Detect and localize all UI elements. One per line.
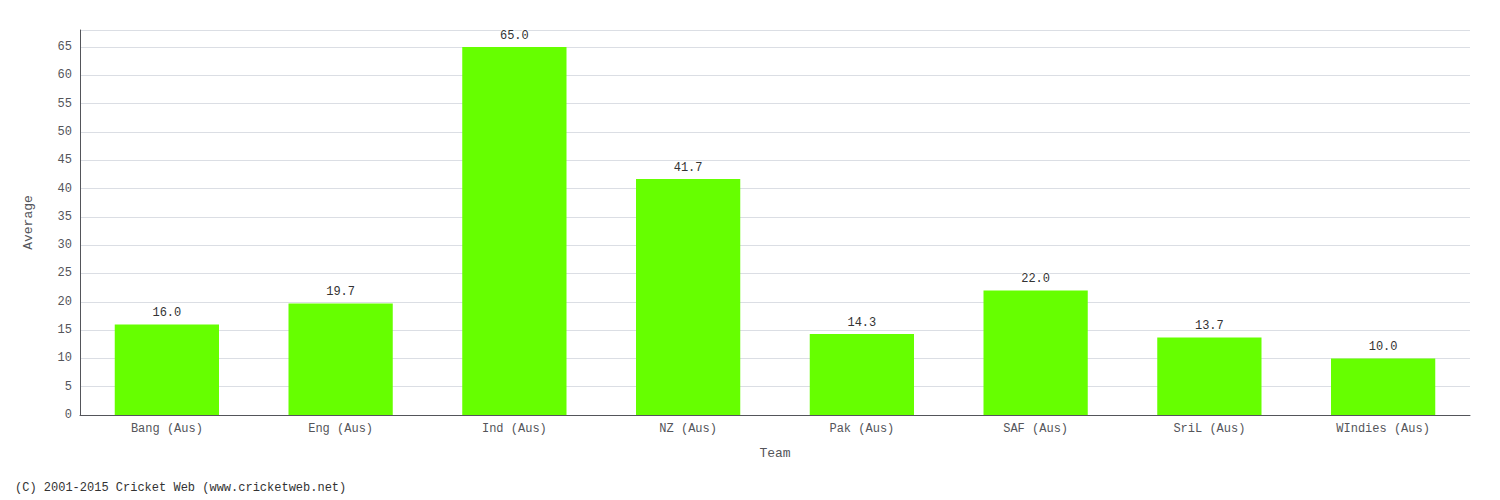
svg-text:50: 50 xyxy=(58,125,72,139)
svg-text:41.7: 41.7 xyxy=(674,161,703,175)
svg-text:10.0: 10.0 xyxy=(1369,340,1398,354)
svg-text:65: 65 xyxy=(58,40,72,54)
svg-text:Ind (Aus): Ind (Aus) xyxy=(482,422,547,436)
svg-text:Average: Average xyxy=(21,195,36,250)
svg-text:(C) 2001-2015 Cricket Web (www: (C) 2001-2015 Cricket Web (www.cricketwe… xyxy=(15,481,346,495)
svg-text:13.7: 13.7 xyxy=(1195,319,1224,333)
svg-text:22.0: 22.0 xyxy=(1021,272,1050,286)
svg-text:45: 45 xyxy=(58,153,72,167)
svg-text:WIndies (Aus): WIndies (Aus) xyxy=(1336,422,1430,436)
svg-text:19.7: 19.7 xyxy=(326,285,355,299)
svg-text:5: 5 xyxy=(65,380,72,394)
svg-text:16.0: 16.0 xyxy=(152,306,181,320)
svg-text:10: 10 xyxy=(58,351,72,365)
svg-text:SriL (Aus): SriL (Aus) xyxy=(1173,422,1245,436)
svg-text:NZ (Aus): NZ (Aus) xyxy=(659,422,717,436)
svg-text:Team: Team xyxy=(759,446,790,461)
svg-text:55: 55 xyxy=(58,97,72,111)
svg-text:65.0: 65.0 xyxy=(500,29,529,43)
svg-text:SAF (Aus): SAF (Aus) xyxy=(1003,422,1068,436)
svg-text:25: 25 xyxy=(58,266,72,280)
svg-text:20: 20 xyxy=(58,295,72,309)
svg-text:35: 35 xyxy=(58,210,72,224)
svg-text:14.3: 14.3 xyxy=(847,316,876,330)
svg-text:40: 40 xyxy=(58,182,72,196)
svg-text:15: 15 xyxy=(58,323,72,337)
svg-text:60: 60 xyxy=(58,68,72,82)
svg-text:0: 0 xyxy=(65,408,72,422)
svg-text:Bang (Aus): Bang (Aus) xyxy=(131,422,203,436)
svg-text:Eng (Aus): Eng (Aus) xyxy=(308,422,373,436)
svg-text:Pak (Aus): Pak (Aus) xyxy=(829,422,894,436)
svg-text:30: 30 xyxy=(58,238,72,252)
